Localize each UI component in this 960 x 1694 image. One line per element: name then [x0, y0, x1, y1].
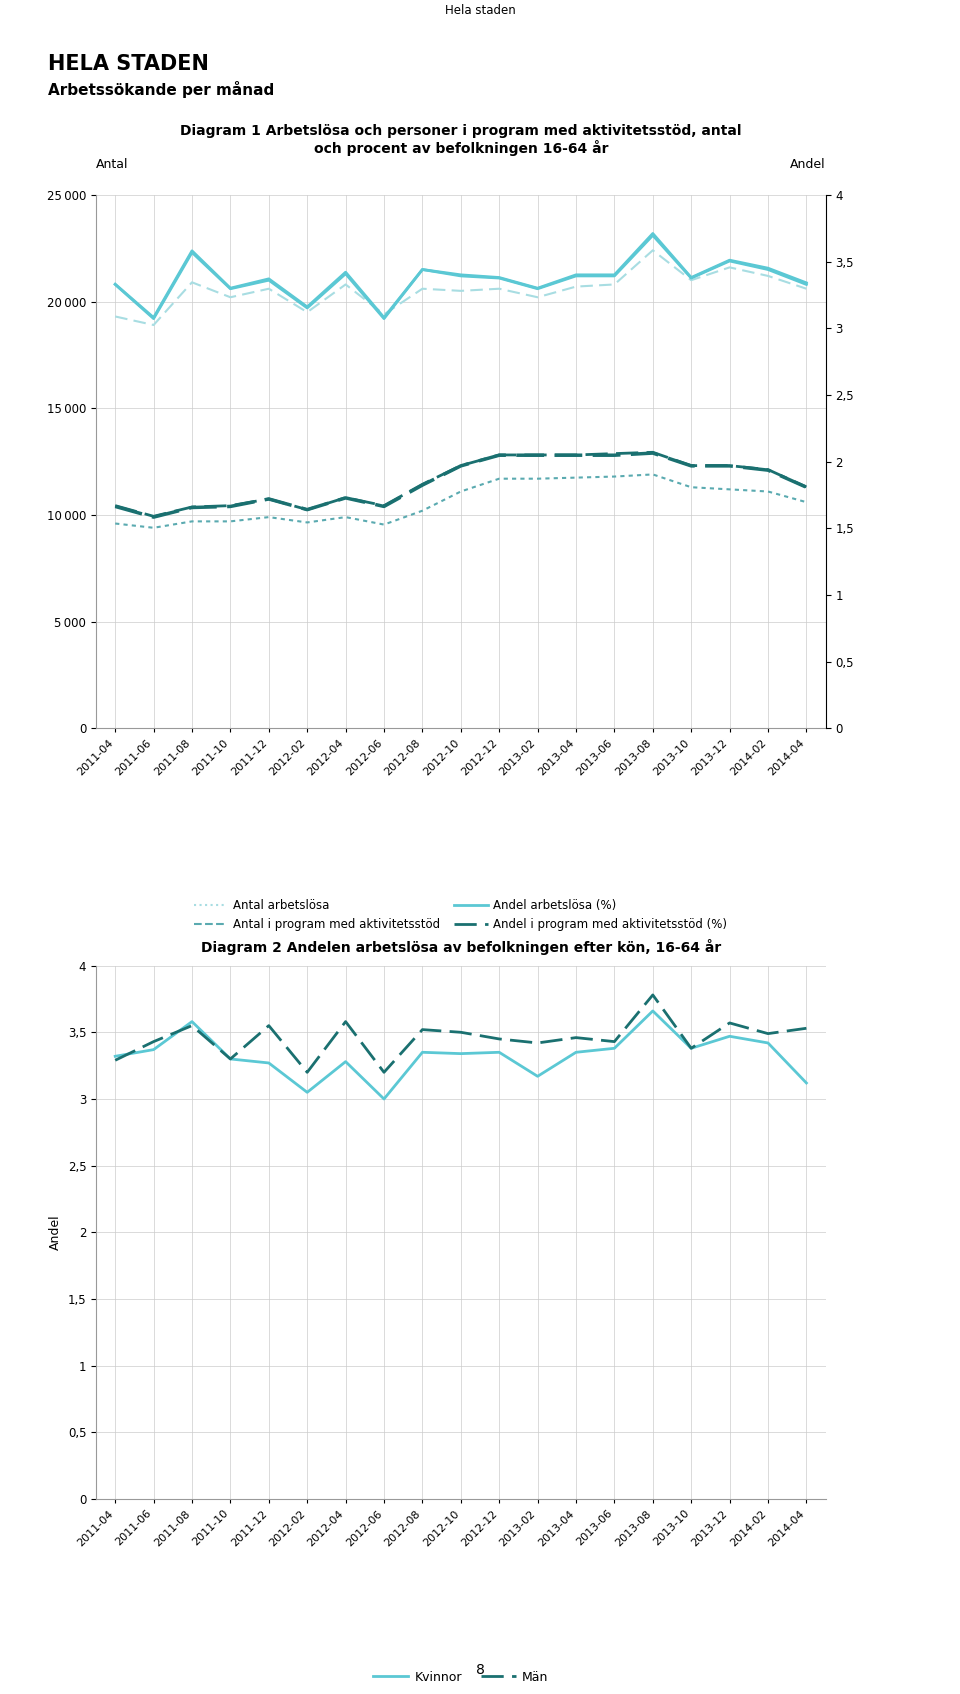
Text: 8: 8: [475, 1664, 485, 1677]
Y-axis label: Andel: Andel: [49, 1215, 62, 1250]
Text: Arbetssökande per månad: Arbetssökande per månad: [48, 81, 275, 98]
Legend: Antal arbetslösa, Antal i program med aktivitetsstöd, Andel arbetslösa (%), Ande: Antal arbetslösa, Antal i program med ak…: [189, 894, 732, 935]
Text: Andel: Andel: [790, 158, 826, 171]
Title: Diagram 2 Andelen arbetslösa av befolkningen efter kön, 16-64 år: Diagram 2 Andelen arbetslösa av befolkni…: [201, 938, 721, 955]
Text: Hela staden: Hela staden: [444, 3, 516, 17]
Text: HELA STADEN: HELA STADEN: [48, 54, 209, 75]
Legend: Kvinnor, Män: Kvinnor, Män: [369, 1665, 553, 1689]
Title: Diagram 1 Arbetslösa och personer i program med aktivitetsstöd, antal
och procen: Diagram 1 Arbetslösa och personer i prog…: [180, 124, 741, 156]
Text: Antal: Antal: [96, 158, 129, 171]
